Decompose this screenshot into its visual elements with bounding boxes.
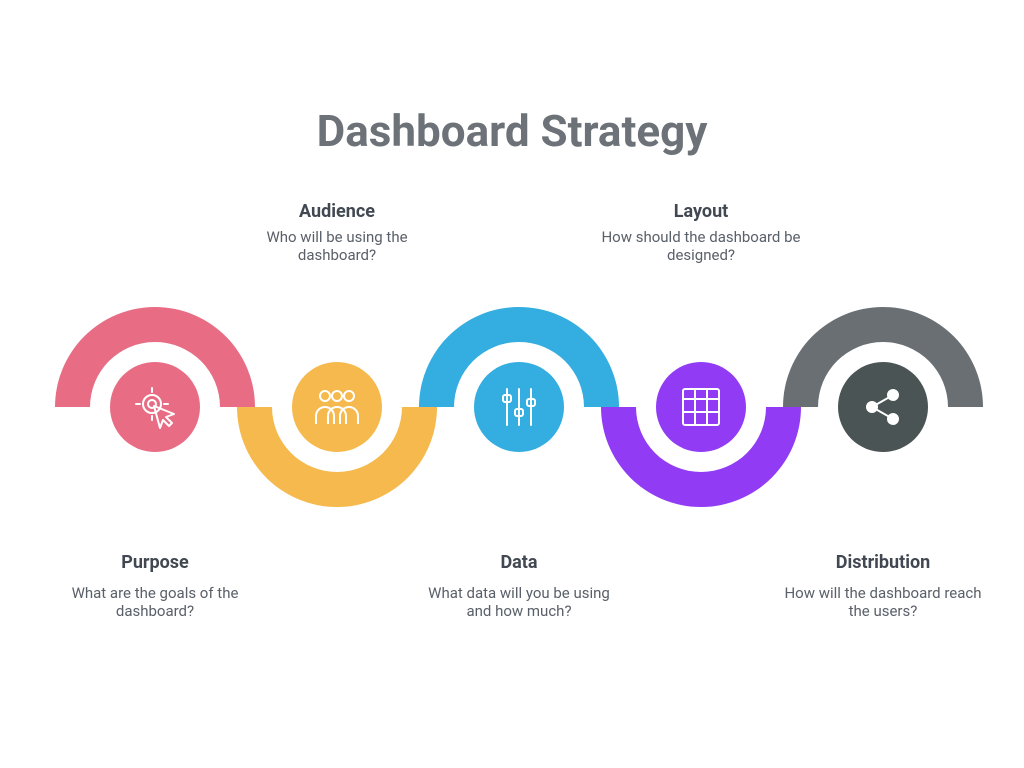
data-icon-circle bbox=[474, 362, 564, 452]
people-icon bbox=[311, 384, 363, 430]
cursor-click-icon bbox=[130, 382, 180, 432]
audience-desc: Who will be using the dashboard? bbox=[232, 228, 442, 264]
infographic-stage: Dashboard Strategy PurposeWhat are the g… bbox=[0, 0, 1024, 768]
audience-heading: Audience bbox=[232, 201, 442, 222]
layout-desc: How should the dashboard be designed? bbox=[596, 228, 806, 264]
audience-icon-circle bbox=[292, 362, 382, 452]
grid-icon bbox=[678, 384, 724, 430]
data-heading: Data bbox=[414, 552, 624, 573]
layout-icon-circle bbox=[656, 362, 746, 452]
distribution-desc: How will the dashboard reach the users? bbox=[778, 584, 988, 620]
purpose-heading: Purpose bbox=[50, 552, 260, 573]
layout-heading: Layout bbox=[596, 201, 806, 222]
purpose-icon-circle bbox=[110, 362, 200, 452]
share-icon bbox=[860, 384, 906, 430]
sliders-icon bbox=[497, 383, 541, 431]
distribution-icon-circle bbox=[838, 362, 928, 452]
data-desc: What data will you be using and how much… bbox=[414, 584, 624, 620]
distribution-heading: Distribution bbox=[778, 552, 988, 573]
purpose-desc: What are the goals of the dashboard? bbox=[50, 584, 260, 620]
